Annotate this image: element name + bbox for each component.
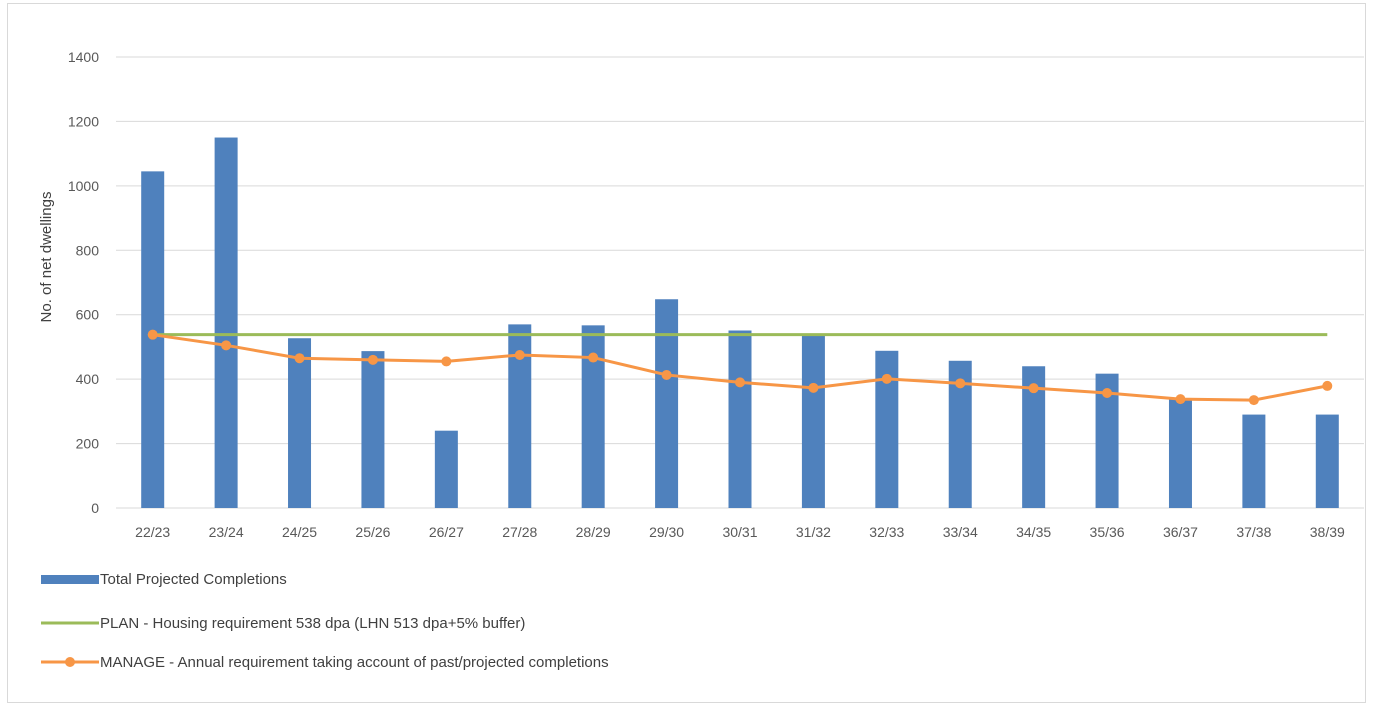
bar (1022, 366, 1046, 508)
manage-marker (735, 377, 745, 388)
bar (361, 351, 385, 508)
manage-marker (221, 340, 232, 351)
y-tick-label: 400 (76, 371, 100, 387)
y-tick-label: 1000 (68, 178, 99, 194)
y-tick-label: 1400 (68, 49, 99, 65)
x-tick-label: 33/34 (943, 524, 978, 540)
y-tick-labels: 0 200 400 600 800 1000 1200 1400 (68, 49, 99, 516)
manage-marker (588, 352, 599, 363)
manage-marker (1102, 387, 1113, 398)
bar (288, 338, 312, 508)
bar (1242, 414, 1266, 508)
manage-marker (294, 353, 305, 364)
legend-marker-manage (65, 657, 75, 667)
bar (214, 137, 238, 509)
legend-swatch-bars (41, 575, 99, 584)
manage-marker (147, 329, 158, 340)
x-tick-label: 36/37 (1163, 524, 1198, 540)
manage-marker (514, 349, 525, 360)
legend-label-plan: PLAN - Housing requirement 538 dpa (LHN … (100, 615, 525, 632)
bar (948, 360, 972, 508)
bar (508, 324, 532, 508)
manage-marker (881, 373, 892, 384)
manage-marker (808, 382, 819, 393)
bar (801, 335, 825, 508)
chart-svg: 0 200 400 600 800 1000 1200 1400 22/23 23/24 24/2… (38, 49, 1364, 671)
manage-marker (1322, 380, 1333, 391)
x-tick-label: 37/38 (1236, 524, 1271, 540)
bar (875, 350, 899, 508)
x-tick-label: 28/29 (576, 524, 611, 540)
y-tick-label: 200 (76, 436, 100, 452)
manage-marker (661, 369, 672, 380)
bar (434, 430, 458, 508)
x-tick-labels: 22/23 23/24 24/25 25/26 26/27 27/28 28/29 29/30… (135, 524, 1345, 540)
legend-label-bars: Total Projected Completions (100, 571, 287, 588)
y-tick-label: 1200 (68, 113, 99, 129)
x-tick-label: 29/30 (649, 524, 684, 540)
bar (1315, 414, 1339, 508)
x-tick-label: 32/33 (869, 524, 904, 540)
x-tick-label: 31/32 (796, 524, 831, 540)
bar (728, 330, 752, 508)
bar (1095, 373, 1119, 508)
y-tick-label: 0 (91, 500, 99, 516)
x-tick-label: 35/36 (1090, 524, 1125, 540)
x-tick-label: 38/39 (1310, 524, 1345, 540)
legend-item-manage: MANAGE - Annual requirement taking accou… (41, 654, 609, 671)
manage-marker (441, 356, 452, 367)
manage-marker (367, 354, 378, 365)
bar (1168, 399, 1192, 508)
x-tick-label: 24/25 (282, 524, 317, 540)
legend-item-bars: Total Projected Completions (41, 571, 287, 588)
x-tick-label: 27/28 (502, 524, 537, 540)
bar (655, 299, 679, 508)
x-tick-label: 25/26 (355, 524, 390, 540)
legend-item-plan: PLAN - Housing requirement 538 dpa (LHN … (41, 615, 525, 632)
x-tick-label: 23/24 (209, 524, 244, 540)
manage-marker (1175, 394, 1186, 405)
manage-marker (1028, 383, 1039, 394)
bar (581, 325, 605, 508)
x-tick-label: 26/27 (429, 524, 464, 540)
bar-series (141, 137, 1339, 509)
legend-label-manage: MANAGE - Annual requirement taking accou… (100, 654, 609, 671)
y-axis-label: No. of net dwellings (38, 192, 55, 323)
y-tick-label: 600 (76, 307, 100, 323)
manage-line-series (147, 329, 1333, 406)
x-tick-label: 30/31 (722, 524, 757, 540)
y-tick-label: 800 (76, 242, 100, 258)
x-tick-label: 34/35 (1016, 524, 1051, 540)
manage-marker (955, 378, 966, 389)
x-tick-label: 22/23 (135, 524, 170, 540)
manage-marker (1248, 395, 1259, 406)
chart-frame: 0 200 400 600 800 1000 1200 1400 22/23 23/24 24/2… (7, 3, 1366, 703)
legend: Total Projected Completions PLAN - Housi… (41, 571, 609, 671)
